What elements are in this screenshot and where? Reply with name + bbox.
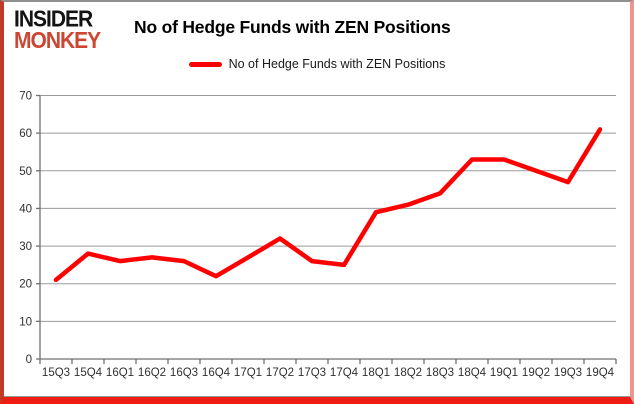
x-axis-label: 17Q3 (298, 367, 326, 379)
x-axis-label: 18Q1 (362, 367, 390, 379)
legend-label: No of Hedge Funds with ZEN Positions (228, 57, 446, 71)
y-axis-label: 20 (19, 279, 32, 291)
x-axis-label: 18Q2 (394, 367, 422, 379)
y-axis-label: 0 (26, 354, 32, 366)
legend-line-swatch (188, 61, 222, 67)
chart-legend: No of Hedge Funds with ZEN Positions (4, 57, 630, 71)
x-axis-label: 15Q3 (42, 367, 70, 379)
x-axis-label: 18Q3 (426, 367, 454, 379)
x-axis-label: 17Q1 (234, 367, 262, 379)
y-axis-label: 50 (19, 166, 32, 178)
logo-text-insider: INSIDER (14, 6, 93, 32)
y-axis-label: 40 (19, 203, 32, 215)
x-axis-label: 16Q4 (202, 367, 231, 379)
x-axis-label: 17Q2 (266, 367, 294, 379)
y-axis-label: 30 (19, 241, 32, 253)
x-axis-label: 19Q3 (554, 367, 582, 379)
y-axis-label: 60 (19, 128, 32, 140)
insider-monkey-logo: INSIDER MONKEY (14, 6, 124, 54)
bottom-divider (4, 396, 630, 397)
x-axis-label: 19Q2 (522, 367, 550, 379)
x-axis-label: 18Q4 (458, 367, 487, 379)
x-axis-label: 16Q3 (170, 367, 198, 379)
x-axis-label: 16Q2 (138, 367, 166, 379)
y-axis-label: 10 (19, 316, 32, 328)
x-axis-label: 17Q4 (330, 367, 359, 379)
x-axis-label: 19Q1 (490, 367, 518, 379)
x-axis-label: 19Q4 (586, 367, 615, 379)
x-axis-label: 16Q1 (106, 367, 134, 379)
y-axis-label: 70 (19, 91, 32, 103)
x-axis-label: 15Q4 (74, 367, 103, 379)
logo-text-monkey: MONKEY (14, 28, 101, 54)
series-line (53, 127, 603, 283)
chart-title: No of Hedge Funds with ZEN Positions (134, 17, 451, 37)
